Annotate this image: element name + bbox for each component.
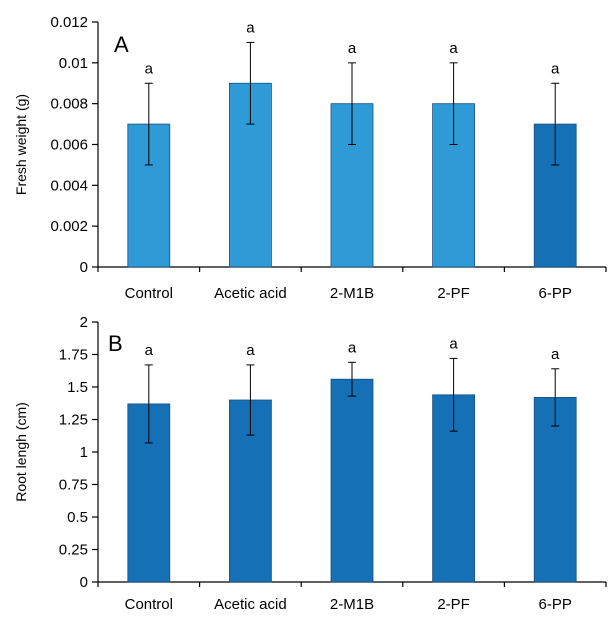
panel-letter: A <box>114 32 129 57</box>
significance-label: a <box>449 40 458 57</box>
y-tick-label: 1 <box>80 444 88 461</box>
category-label: Acetic acid <box>214 285 287 302</box>
y-tick-label: 0.006 <box>50 137 88 154</box>
panel-b: 0 0.25 0.5 0.75 1 1.25 1.5 1.75 2 Root lengh (cm)… <box>13 314 607 613</box>
significance-label: a <box>145 342 154 359</box>
significance-label: a <box>348 339 357 356</box>
y-tick-label: 0.25 <box>59 542 88 559</box>
y-tick-label: 1.25 <box>59 412 88 429</box>
category-label: Acetic acid <box>214 596 287 613</box>
y-tick-label: 0.008 <box>50 96 88 113</box>
panel-a: 0 0.002 0.004 0.006 0.008 0.01 0.012 Fresh weig… <box>13 14 607 302</box>
significance-label: a <box>246 342 255 359</box>
category-label: 2-PF <box>437 285 470 302</box>
y-axis-title: Root lengh (cm) <box>13 402 29 502</box>
y-tick-label: 1.5 <box>67 379 88 396</box>
y-tick-label: 0 <box>80 574 88 591</box>
significance-label: a <box>246 19 255 36</box>
y-tick-label: 0.004 <box>50 177 88 194</box>
panel-letter: B <box>108 331 123 356</box>
category-label: 2-M1B <box>330 285 374 302</box>
bar <box>330 378 374 583</box>
y-tick-label: 0 <box>80 259 88 276</box>
significance-label: a <box>551 60 560 77</box>
category-label: Control <box>125 596 173 613</box>
category-label: Control <box>125 285 173 302</box>
significance-label: a <box>348 40 357 57</box>
y-tick-label: 0.01 <box>59 55 88 72</box>
significance-label: a <box>145 60 154 77</box>
bar <box>533 396 577 583</box>
y-tick-label: 1.75 <box>59 347 88 364</box>
significance-label: a <box>551 346 560 363</box>
y-tick-label: 0.012 <box>50 14 88 31</box>
category-label: 2-PF <box>437 596 470 613</box>
y-tick-label: 0.75 <box>59 477 88 494</box>
y-axis-title: Fresh weight (g) <box>13 94 29 195</box>
category-label: 6-PP <box>539 285 572 302</box>
category-label: 2-M1B <box>330 596 374 613</box>
y-tick-label: 0.002 <box>50 218 88 235</box>
significance-label: a <box>449 335 458 352</box>
y-tick-label: 2 <box>80 314 88 331</box>
y-tick-label: 0.5 <box>67 509 88 526</box>
category-label: 6-PP <box>539 596 572 613</box>
